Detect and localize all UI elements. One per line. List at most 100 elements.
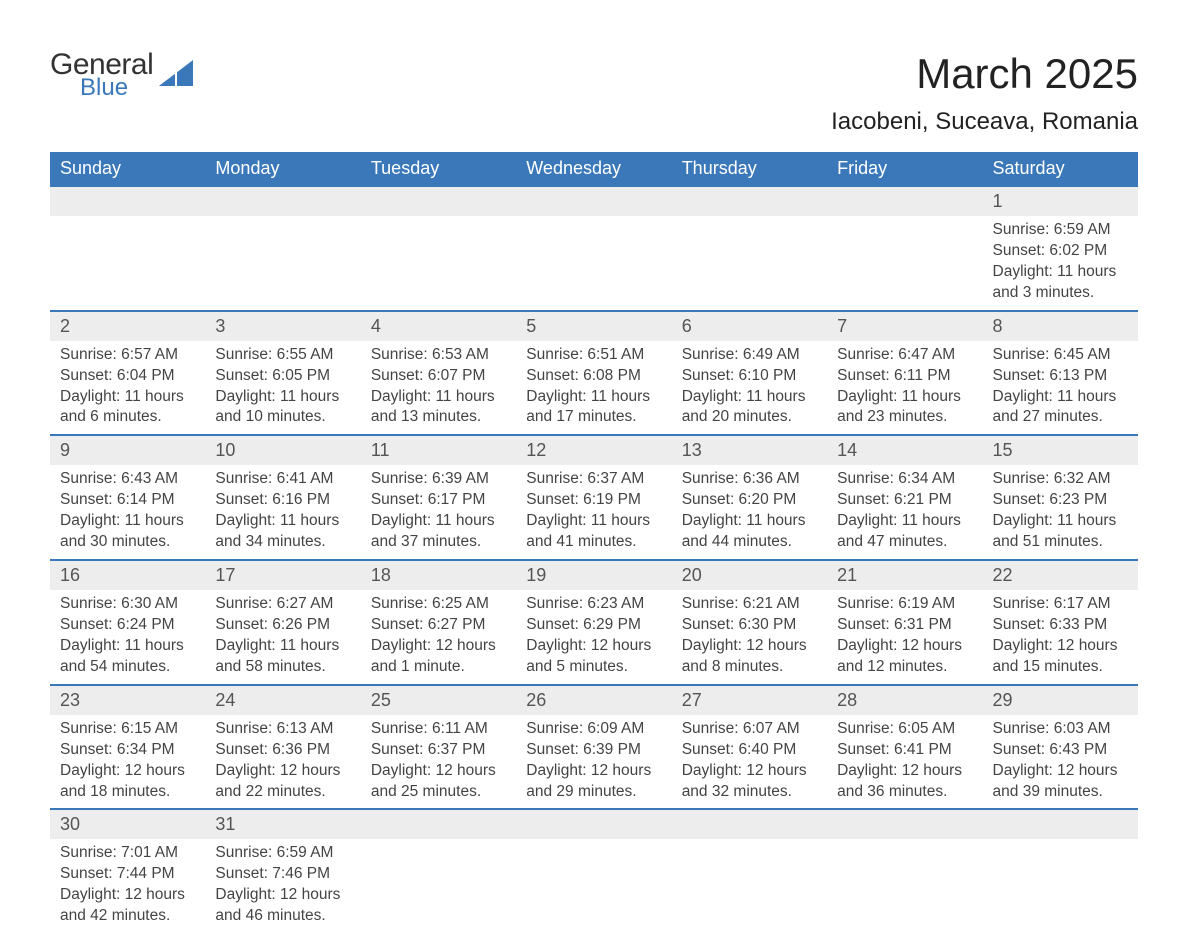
sunset-text: Sunset: 6:40 PM — [682, 740, 817, 761]
day-number-cell: 21 — [827, 560, 982, 590]
day-details-cell — [672, 839, 827, 933]
day-number-cell: 31 — [205, 809, 360, 839]
sunset-text: Sunset: 7:46 PM — [215, 864, 350, 885]
sunset-text: Sunset: 6:36 PM — [215, 740, 350, 761]
sunrise-text: Sunrise: 6:07 AM — [682, 719, 817, 740]
daylight-text: Daylight: 12 hours and 22 minutes. — [215, 761, 350, 803]
day-details-cell: Sunrise: 6:07 AMSunset: 6:40 PMDaylight:… — [672, 715, 827, 810]
day-details-cell — [361, 216, 516, 311]
sunset-text: Sunset: 6:24 PM — [60, 615, 195, 636]
calendar-details-row: Sunrise: 6:59 AMSunset: 6:02 PMDaylight:… — [50, 216, 1138, 311]
sunrise-text: Sunrise: 6:25 AM — [371, 594, 506, 615]
day-number-cell: 5 — [516, 311, 671, 341]
calendar-daynum-row: 16171819202122 — [50, 560, 1138, 590]
day-details-cell — [516, 216, 671, 311]
day-details-cell: Sunrise: 6:15 AMSunset: 6:34 PMDaylight:… — [50, 715, 205, 810]
sunrise-text: Sunrise: 6:23 AM — [526, 594, 661, 615]
sunrise-text: Sunrise: 6:47 AM — [837, 345, 972, 366]
calendar-daynum-row: 23242526272829 — [50, 685, 1138, 715]
sunrise-text: Sunrise: 6:59 AM — [993, 220, 1128, 241]
daylight-text: Daylight: 11 hours and 30 minutes. — [60, 511, 195, 553]
day-number-cell: 10 — [205, 435, 360, 465]
daylight-text: Daylight: 11 hours and 44 minutes. — [682, 511, 817, 553]
day-number-cell: 15 — [983, 435, 1138, 465]
day-number-cell: 14 — [827, 435, 982, 465]
sunset-text: Sunset: 6:26 PM — [215, 615, 350, 636]
day-details-cell: Sunrise: 6:59 AMSunset: 7:46 PMDaylight:… — [205, 839, 360, 933]
day-details-cell: Sunrise: 6:55 AMSunset: 6:05 PMDaylight:… — [205, 341, 360, 436]
sunrise-text: Sunrise: 6:41 AM — [215, 469, 350, 490]
day-number-cell: 7 — [827, 311, 982, 341]
day-number-cell: 4 — [361, 311, 516, 341]
day-details-cell — [983, 839, 1138, 933]
daylight-text: Daylight: 12 hours and 29 minutes. — [526, 761, 661, 803]
day-details-cell: Sunrise: 6:51 AMSunset: 6:08 PMDaylight:… — [516, 341, 671, 436]
day-details-cell: Sunrise: 6:45 AMSunset: 6:13 PMDaylight:… — [983, 341, 1138, 436]
day-details-cell: Sunrise: 6:41 AMSunset: 6:16 PMDaylight:… — [205, 465, 360, 560]
day-number-cell: 8 — [983, 311, 1138, 341]
sunset-text: Sunset: 6:19 PM — [526, 490, 661, 511]
daylight-text: Daylight: 11 hours and 3 minutes. — [993, 262, 1128, 304]
day-details-cell: Sunrise: 6:25 AMSunset: 6:27 PMDaylight:… — [361, 590, 516, 685]
calendar-daynum-row: 2345678 — [50, 311, 1138, 341]
sunset-text: Sunset: 6:39 PM — [526, 740, 661, 761]
daylight-text: Daylight: 11 hours and 34 minutes. — [215, 511, 350, 553]
sunset-text: Sunset: 6:13 PM — [993, 366, 1128, 387]
day-number-cell: 6 — [672, 311, 827, 341]
daylight-text: Daylight: 12 hours and 46 minutes. — [215, 885, 350, 927]
sunrise-text: Sunrise: 6:43 AM — [60, 469, 195, 490]
sunrise-text: Sunrise: 6:09 AM — [526, 719, 661, 740]
sunset-text: Sunset: 6:14 PM — [60, 490, 195, 511]
sunset-text: Sunset: 6:16 PM — [215, 490, 350, 511]
day-number-cell: 23 — [50, 685, 205, 715]
day-number-cell: 17 — [205, 560, 360, 590]
day-details-cell — [672, 216, 827, 311]
calendar-daynum-row: 9101112131415 — [50, 435, 1138, 465]
sunset-text: Sunset: 6:10 PM — [682, 366, 817, 387]
weekday-header: Wednesday — [516, 152, 671, 186]
day-details-cell: Sunrise: 6:09 AMSunset: 6:39 PMDaylight:… — [516, 715, 671, 810]
daylight-text: Daylight: 11 hours and 23 minutes. — [837, 387, 972, 429]
day-details-cell: Sunrise: 6:17 AMSunset: 6:33 PMDaylight:… — [983, 590, 1138, 685]
sunrise-text: Sunrise: 6:13 AM — [215, 719, 350, 740]
weekday-header: Monday — [205, 152, 360, 186]
weekday-header: Saturday — [983, 152, 1138, 186]
daylight-text: Daylight: 12 hours and 5 minutes. — [526, 636, 661, 678]
sunrise-text: Sunrise: 6:57 AM — [60, 345, 195, 366]
sunset-text: Sunset: 6:20 PM — [682, 490, 817, 511]
day-number-cell: 30 — [50, 809, 205, 839]
day-number-cell: 27 — [672, 685, 827, 715]
day-details-cell: Sunrise: 6:39 AMSunset: 6:17 PMDaylight:… — [361, 465, 516, 560]
sunset-text: Sunset: 6:23 PM — [993, 490, 1128, 511]
calendar-details-row: Sunrise: 6:15 AMSunset: 6:34 PMDaylight:… — [50, 715, 1138, 810]
title-block: March 2025 Iacobeni, Suceava, Romania — [831, 50, 1138, 146]
sunrise-text: Sunrise: 6:36 AM — [682, 469, 817, 490]
sunset-text: Sunset: 6:30 PM — [682, 615, 817, 636]
day-details-cell: Sunrise: 6:57 AMSunset: 6:04 PMDaylight:… — [50, 341, 205, 436]
daylight-text: Daylight: 11 hours and 20 minutes. — [682, 387, 817, 429]
sunrise-text: Sunrise: 6:15 AM — [60, 719, 195, 740]
day-details-cell: Sunrise: 6:47 AMSunset: 6:11 PMDaylight:… — [827, 341, 982, 436]
day-number-cell — [361, 186, 516, 216]
day-number-cell — [50, 186, 205, 216]
calendar-body: 1 Sunrise: 6:59 AMSunset: 6:02 PMDayligh… — [50, 186, 1138, 933]
day-number-cell — [827, 809, 982, 839]
day-number-cell: 18 — [361, 560, 516, 590]
day-number-cell: 1 — [983, 186, 1138, 216]
month-title: March 2025 — [831, 50, 1138, 98]
day-details-cell: Sunrise: 7:01 AMSunset: 7:44 PMDaylight:… — [50, 839, 205, 933]
daylight-text: Daylight: 11 hours and 54 minutes. — [60, 636, 195, 678]
day-number-cell — [205, 186, 360, 216]
day-number-cell: 28 — [827, 685, 982, 715]
daylight-text: Daylight: 12 hours and 25 minutes. — [371, 761, 506, 803]
day-details-cell: Sunrise: 6:27 AMSunset: 6:26 PMDaylight:… — [205, 590, 360, 685]
location-subtitle: Iacobeni, Suceava, Romania — [831, 108, 1138, 136]
daylight-text: Daylight: 11 hours and 6 minutes. — [60, 387, 195, 429]
sunset-text: Sunset: 6:05 PM — [215, 366, 350, 387]
calendar-header-row: Sunday Monday Tuesday Wednesday Thursday… — [50, 152, 1138, 186]
day-details-cell: Sunrise: 6:05 AMSunset: 6:41 PMDaylight:… — [827, 715, 982, 810]
day-details-cell: Sunrise: 6:53 AMSunset: 6:07 PMDaylight:… — [361, 341, 516, 436]
calendar-details-row: Sunrise: 6:43 AMSunset: 6:14 PMDaylight:… — [50, 465, 1138, 560]
sunset-text: Sunset: 6:02 PM — [993, 241, 1128, 262]
sunset-text: Sunset: 6:27 PM — [371, 615, 506, 636]
